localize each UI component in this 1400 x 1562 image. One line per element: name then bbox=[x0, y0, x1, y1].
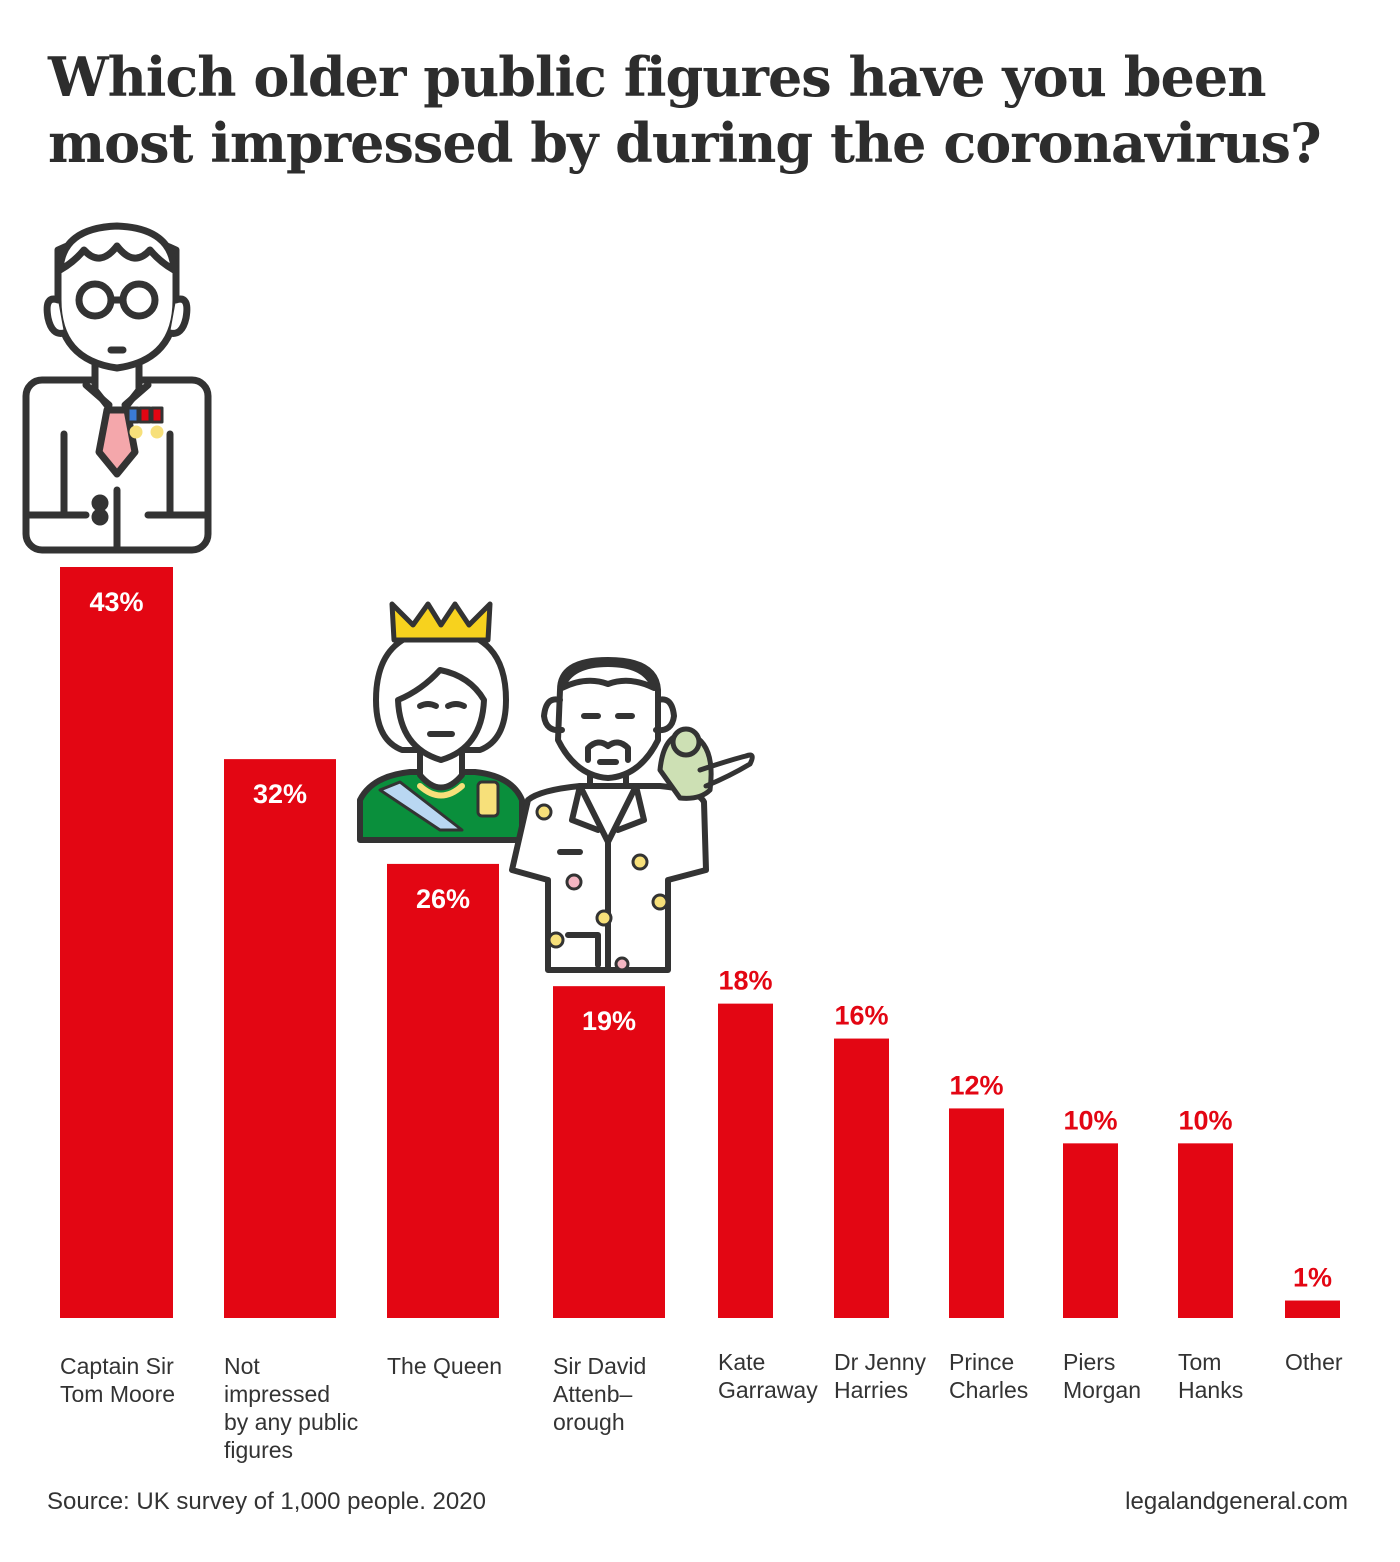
category-label-line: by any public bbox=[224, 1409, 359, 1435]
category-label-line: Hanks bbox=[1178, 1377, 1244, 1403]
category-label-line: impressed bbox=[224, 1381, 331, 1407]
bar bbox=[1178, 1143, 1233, 1318]
value-label: 18% bbox=[718, 966, 772, 996]
category-label: Captain Sir Tom Moore bbox=[60, 1352, 175, 1408]
queen-illustration-icon bbox=[357, 601, 525, 843]
value-label: 43% bbox=[89, 587, 143, 617]
category-label: Prince Charles bbox=[949, 1348, 1028, 1404]
category-label-line: Morgan bbox=[1063, 1377, 1141, 1403]
category-label-line: Sir David bbox=[553, 1353, 647, 1379]
website-link[interactable]: legalandgeneral.com bbox=[1125, 1488, 1348, 1515]
bar bbox=[60, 567, 173, 1318]
bar bbox=[949, 1108, 1004, 1318]
value-label: 32% bbox=[253, 779, 307, 809]
bar bbox=[387, 863, 499, 1318]
category-label-line: figures bbox=[224, 1437, 294, 1463]
bar bbox=[224, 759, 336, 1318]
category-label-line: Captain Sir bbox=[60, 1353, 174, 1379]
category-label: Sir David Attenb– orough bbox=[553, 1352, 646, 1436]
category-label: Dr Jenny Harries bbox=[834, 1348, 926, 1404]
category-label: Piers Morgan bbox=[1063, 1348, 1141, 1404]
category-label-line: Attenb– bbox=[553, 1381, 633, 1407]
value-label: 12% bbox=[949, 1070, 1003, 1100]
category-label-line: Tom bbox=[1178, 1349, 1222, 1375]
value-label: 26% bbox=[416, 884, 470, 914]
category-label-line: Harries bbox=[834, 1377, 909, 1403]
category-label: The Queen bbox=[387, 1352, 502, 1380]
category-label-line: Tom Moore bbox=[60, 1381, 176, 1407]
category-label-line: Prince bbox=[949, 1349, 1015, 1375]
bar bbox=[1063, 1143, 1118, 1318]
category-label: Tom Hanks bbox=[1178, 1348, 1243, 1404]
bar bbox=[1285, 1300, 1340, 1318]
category-label-line: Garraway bbox=[718, 1377, 818, 1403]
captain-tom-illustration-icon bbox=[22, 222, 212, 554]
category-label-line: Dr Jenny bbox=[834, 1349, 927, 1375]
category-label-line: The Queen bbox=[387, 1353, 503, 1379]
value-label: 1% bbox=[1293, 1263, 1332, 1293]
category-label: Not impressed by any public figures bbox=[224, 1352, 358, 1464]
value-label: 10% bbox=[1178, 1105, 1232, 1135]
bar bbox=[718, 1003, 773, 1318]
value-label: 19% bbox=[582, 1006, 636, 1036]
category-label-line: Piers bbox=[1063, 1349, 1116, 1375]
bar bbox=[834, 1038, 889, 1318]
chart-title: Which older public figures have you been… bbox=[48, 45, 1322, 175]
category-label-line: Charles bbox=[949, 1377, 1029, 1403]
value-label: 10% bbox=[1063, 1105, 1117, 1135]
source-note: Source: UK survey of 1,000 people. 2020 bbox=[47, 1488, 486, 1515]
attenborough-illustration-icon bbox=[509, 657, 755, 973]
category-label: Kate Garraway bbox=[718, 1348, 818, 1404]
category-label-line: Kate bbox=[718, 1349, 766, 1375]
category-label-line: Other bbox=[1285, 1349, 1343, 1375]
category-label: Other bbox=[1285, 1348, 1343, 1376]
bar bbox=[553, 986, 665, 1318]
category-label-line: Not bbox=[224, 1353, 260, 1379]
value-label: 16% bbox=[834, 1001, 888, 1031]
category-label-line: orough bbox=[553, 1409, 625, 1435]
